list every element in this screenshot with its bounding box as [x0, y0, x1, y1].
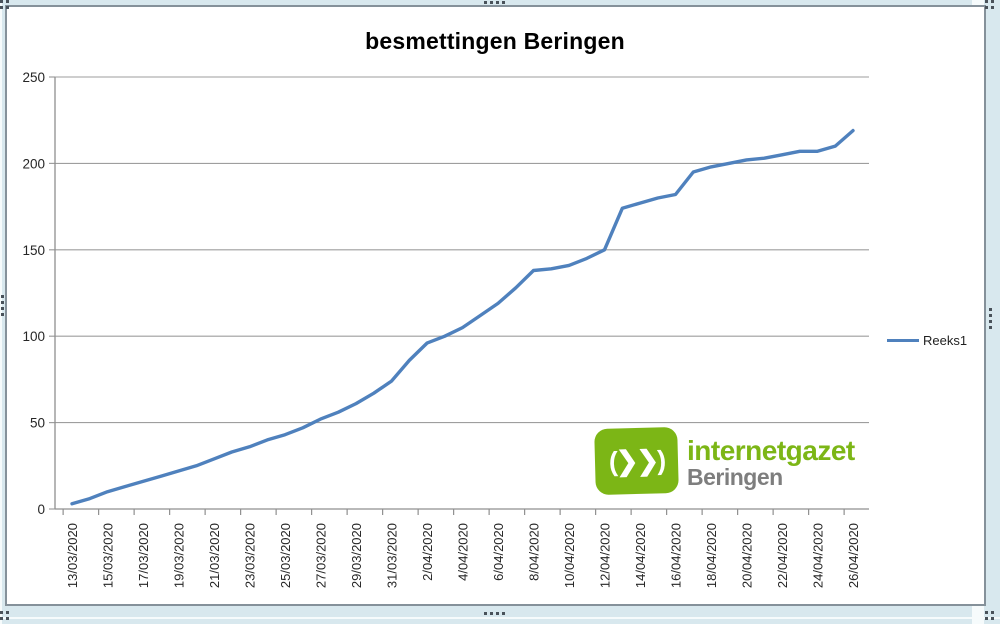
x-tick-label-4-04-2020: 4/04/2020 [456, 523, 471, 581]
selection-dot [0, 0, 3, 3]
selection-dot [1, 307, 4, 310]
selection-dot [496, 612, 499, 615]
selection-dot [991, 617, 994, 620]
selection-dot [1, 313, 4, 316]
y-tick-label-150: 150 [22, 243, 45, 258]
y-tick-label-0: 0 [37, 502, 45, 517]
x-tick-label-23-03-2020: 23/03/2020 [243, 523, 258, 588]
x-tick-label-13-03-2020: 13/03/2020 [65, 523, 80, 588]
chart-legend: Reeks1 [887, 333, 967, 348]
selection-dot [985, 6, 988, 9]
x-tick-label-10-04-2020: 10/04/2020 [562, 523, 577, 588]
selection-dot [490, 612, 493, 615]
selection-dot [502, 1, 505, 4]
selection-dot [989, 326, 992, 329]
x-tick-label-2-04-2020: 2/04/2020 [420, 523, 435, 581]
x-tick-label-22-04-2020: 22/04/2020 [775, 523, 790, 588]
internetgazet-logo-icon: (❯❯) [594, 426, 679, 496]
chart-title: besmettingen Beringen [365, 28, 625, 54]
selection-dot [985, 611, 988, 614]
selection-dot [985, 617, 988, 620]
selection-dot [0, 6, 3, 9]
logo-brand-text: internetgazet [687, 435, 855, 466]
plot-svg: 0 50 100 150 200 250 13/03/2020 15/03/2020 17/03… [22, 70, 869, 588]
x-tick-label-12-04-2020: 12/04/2020 [598, 523, 613, 588]
x-tick-label-26-04-2020: 26/04/2020 [846, 523, 861, 588]
x-tick-label-6-04-2020: 6/04/2020 [491, 523, 506, 581]
selection-dot [1, 295, 4, 298]
x-tick-label-14-04-2020: 14/04/2020 [633, 523, 648, 588]
selection-dot [0, 611, 3, 614]
x-tick-label-17-03-2020: 17/03/2020 [136, 523, 151, 588]
selection-dot [6, 617, 9, 620]
selection-dot [6, 611, 9, 614]
x-tick-label-29-03-2020: 29/03/2020 [349, 523, 364, 588]
selection-dot [490, 1, 493, 4]
selection-dot [989, 314, 992, 317]
y-tick-label-200: 200 [22, 156, 45, 171]
selection-dot [991, 0, 994, 3]
x-tick-label-21-03-2020: 21/03/2020 [207, 523, 222, 588]
selection-dot [0, 617, 3, 620]
selection-dot [991, 6, 994, 9]
selection-dot [484, 1, 487, 4]
logo-text: internetgazet Beringen [687, 428, 855, 489]
y-tick-label-100: 100 [22, 329, 45, 344]
series-line-reeks1 [70, 128, 855, 506]
selection-dot [6, 0, 9, 3]
logo-city-text: Beringen [687, 464, 783, 490]
x-tick-label-8-04-2020: 8/04/2020 [527, 523, 542, 581]
internetgazet-watermark: (❯❯) internetgazet Beringen [594, 426, 855, 496]
legend-series-label: Reeks1 [923, 333, 968, 348]
selection-dot [989, 308, 992, 311]
x-tick-label-19-03-2020: 19/03/2020 [172, 523, 187, 588]
legend-series-line-icon [887, 339, 919, 342]
selection-dot [985, 0, 988, 3]
selection-dot [1, 301, 4, 304]
x-tick-label-25-03-2020: 25/03/2020 [278, 523, 293, 588]
x-tick-label-31-03-2020: 31/03/2020 [385, 523, 400, 588]
selection-dot [989, 320, 992, 323]
x-tick-label-15-03-2020: 15/03/2020 [101, 523, 116, 588]
sheet-row-line-bottom [0, 617, 1000, 619]
x-tick-label-16-04-2020: 16/04/2020 [669, 523, 684, 588]
selection-dot [484, 612, 487, 615]
y-tick-label-250: 250 [22, 70, 45, 85]
selection-dot [6, 6, 9, 9]
sheet-column-line-left [0, 0, 2, 624]
chart-area[interactable]: 0 50 100 150 200 250 13/03/2020 15/03/2020 17/03… [5, 5, 986, 606]
selection-dot [991, 611, 994, 614]
x-tick-label-20-04-2020: 20/04/2020 [740, 523, 755, 588]
selection-dot [502, 612, 505, 615]
x-tick-label-27-03-2020: 27/03/2020 [314, 523, 329, 588]
selection-dot [496, 1, 499, 4]
logo-chevrons-glyph: (❯❯) [608, 444, 665, 477]
x-tick-label-18-04-2020: 18/04/2020 [704, 523, 719, 588]
x-tick-label-24-04-2020: 24/04/2020 [811, 523, 826, 588]
y-tick-label-50: 50 [30, 416, 45, 431]
